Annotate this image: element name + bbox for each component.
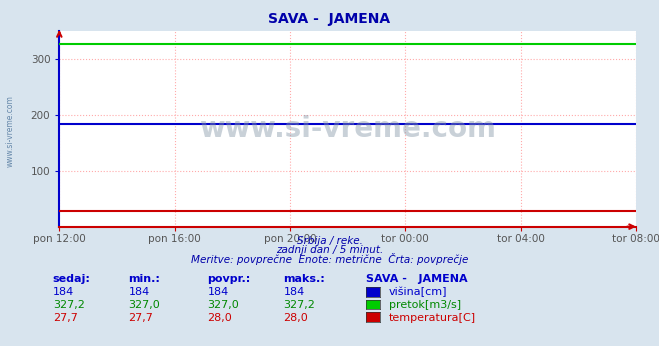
Text: 327,0: 327,0 bbox=[208, 300, 239, 310]
Text: 184: 184 bbox=[53, 287, 74, 297]
Text: SAVA -   JAMENA: SAVA - JAMENA bbox=[366, 274, 467, 284]
Text: Srbija / reke.: Srbija / reke. bbox=[297, 236, 362, 246]
Text: www.si-vreme.com: www.si-vreme.com bbox=[199, 115, 496, 143]
Text: SAVA -  JAMENA: SAVA - JAMENA bbox=[268, 12, 391, 26]
Text: 28,0: 28,0 bbox=[283, 313, 308, 323]
Text: www.si-vreme.com: www.si-vreme.com bbox=[5, 95, 14, 167]
Text: pretok[m3/s]: pretok[m3/s] bbox=[389, 300, 461, 310]
Text: 184: 184 bbox=[283, 287, 304, 297]
Text: 184: 184 bbox=[129, 287, 150, 297]
Text: višina[cm]: višina[cm] bbox=[389, 287, 447, 297]
Text: Meritve: povprečne  Enote: metrične  Črta: povprečje: Meritve: povprečne Enote: metrične Črta:… bbox=[191, 253, 468, 265]
Text: 327,2: 327,2 bbox=[283, 300, 315, 310]
Text: zadnji dan / 5 minut.: zadnji dan / 5 minut. bbox=[276, 245, 383, 255]
Text: sedaj:: sedaj: bbox=[53, 274, 90, 284]
Text: 327,0: 327,0 bbox=[129, 300, 160, 310]
Text: 28,0: 28,0 bbox=[208, 313, 233, 323]
Text: povpr.:: povpr.: bbox=[208, 274, 251, 284]
Text: 27,7: 27,7 bbox=[129, 313, 154, 323]
Text: 27,7: 27,7 bbox=[53, 313, 78, 323]
Text: min.:: min.: bbox=[129, 274, 160, 284]
Text: 327,2: 327,2 bbox=[53, 300, 84, 310]
Text: temperatura[C]: temperatura[C] bbox=[389, 313, 476, 323]
Text: maks.:: maks.: bbox=[283, 274, 325, 284]
Text: 184: 184 bbox=[208, 287, 229, 297]
